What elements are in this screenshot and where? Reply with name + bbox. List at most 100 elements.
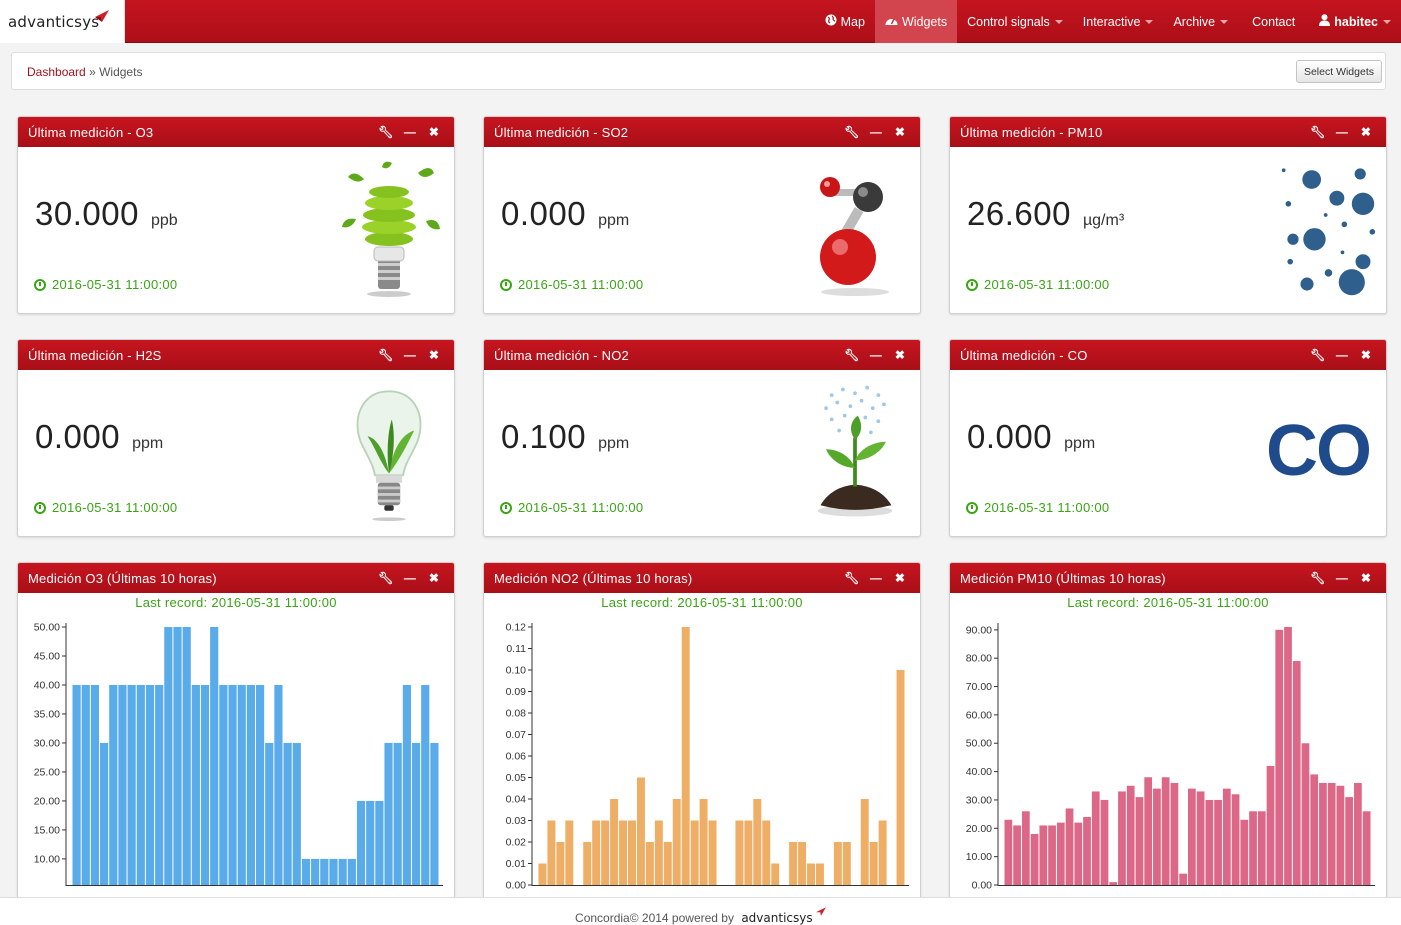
bar[interactable] xyxy=(538,863,547,886)
bar[interactable] xyxy=(1257,811,1266,885)
bar[interactable] xyxy=(654,820,663,886)
bar[interactable] xyxy=(210,627,219,885)
bar[interactable] xyxy=(1091,791,1100,885)
bar[interactable] xyxy=(833,842,842,885)
bar[interactable] xyxy=(182,627,191,885)
bar[interactable] xyxy=(1004,819,1013,885)
bar[interactable] xyxy=(1222,788,1231,885)
nav-widgets[interactable]: Widgets xyxy=(874,0,958,43)
bar[interactable] xyxy=(191,684,200,885)
select-widgets-button[interactable]: Select Widgets xyxy=(1295,60,1382,83)
minimize-icon[interactable]: — xyxy=(869,348,883,362)
bar[interactable] xyxy=(1161,777,1170,885)
minimize-icon[interactable]: — xyxy=(1335,348,1349,362)
bar[interactable] xyxy=(1083,816,1091,885)
bar[interactable] xyxy=(421,684,430,885)
wrench-icon[interactable]: 🔧︎ xyxy=(844,125,860,139)
close-icon[interactable]: ✖ xyxy=(894,348,906,362)
bar[interactable] xyxy=(292,742,301,885)
bar[interactable] xyxy=(842,842,851,885)
bar[interactable] xyxy=(869,842,878,885)
bar[interactable] xyxy=(219,684,228,885)
bar[interactable] xyxy=(1065,808,1074,885)
bar[interactable] xyxy=(1048,825,1056,885)
wrench-icon[interactable]: 🔧︎ xyxy=(1310,571,1326,585)
minimize-icon[interactable]: — xyxy=(403,348,417,362)
bar[interactable] xyxy=(274,684,283,885)
bar[interactable] xyxy=(619,820,628,886)
bar[interactable] xyxy=(100,742,109,885)
bar[interactable] xyxy=(411,742,421,885)
close-icon[interactable]: ✖ xyxy=(428,571,440,585)
bar[interactable] xyxy=(246,684,255,885)
bar[interactable] xyxy=(547,820,556,886)
bar[interactable] xyxy=(807,863,815,886)
bar[interactable] xyxy=(265,742,274,885)
bar[interactable] xyxy=(1074,822,1083,885)
bar[interactable] xyxy=(672,799,681,885)
bar[interactable] xyxy=(1153,788,1161,885)
bar[interactable] xyxy=(402,684,411,885)
bar[interactable] xyxy=(1196,791,1205,885)
bar[interactable] xyxy=(1301,743,1310,885)
wrench-icon[interactable]: 🔧︎ xyxy=(378,571,394,585)
nav-map[interactable]: Map xyxy=(815,0,875,43)
wrench-icon[interactable]: 🔧︎ xyxy=(378,348,394,362)
bar[interactable] xyxy=(228,684,237,885)
bar[interactable] xyxy=(1135,797,1144,885)
minimize-icon[interactable]: — xyxy=(1335,125,1349,139)
close-icon[interactable]: ✖ xyxy=(894,571,906,585)
bar[interactable] xyxy=(1013,825,1021,885)
bar[interactable] xyxy=(347,858,356,885)
bar[interactable] xyxy=(1214,799,1222,885)
bar[interactable] xyxy=(610,799,619,885)
bar[interactable] xyxy=(164,627,173,885)
bar[interactable] xyxy=(565,820,574,886)
bar[interactable] xyxy=(1118,791,1126,885)
bar[interactable] xyxy=(1284,627,1292,885)
bar[interactable] xyxy=(771,863,780,886)
bar[interactable] xyxy=(762,820,771,886)
bar[interactable] xyxy=(384,742,393,885)
bar[interactable] xyxy=(699,799,708,885)
bar[interactable] xyxy=(155,684,164,885)
bar[interactable] xyxy=(1231,794,1240,885)
bar[interactable] xyxy=(708,820,717,886)
bar[interactable] xyxy=(1292,661,1301,885)
bar[interactable] xyxy=(1336,785,1345,885)
bar[interactable] xyxy=(1205,799,1214,885)
bar[interactable] xyxy=(1240,819,1249,885)
bar[interactable] xyxy=(1310,774,1319,885)
bar[interactable] xyxy=(1354,782,1362,885)
bar[interactable] xyxy=(690,820,699,886)
bar[interactable] xyxy=(798,842,807,885)
bar[interactable] xyxy=(789,842,798,885)
bar[interactable] xyxy=(1039,825,1048,885)
bar[interactable] xyxy=(430,742,439,885)
bar[interactable] xyxy=(1327,782,1336,885)
bar[interactable] xyxy=(145,684,155,885)
nav-interactive[interactable]: Interactive xyxy=(1073,0,1164,43)
close-icon[interactable]: ✖ xyxy=(428,125,440,139)
bar[interactable] xyxy=(338,858,347,885)
bar[interactable] xyxy=(237,684,246,885)
wrench-icon[interactable]: 🔧︎ xyxy=(844,348,860,362)
bar[interactable] xyxy=(1179,873,1187,885)
bar[interactable] xyxy=(1249,811,1257,885)
minimize-icon[interactable]: — xyxy=(403,125,417,139)
bar[interactable] xyxy=(320,858,329,885)
bar[interactable] xyxy=(173,627,182,885)
wrench-icon[interactable]: 🔧︎ xyxy=(1310,125,1326,139)
bar[interactable] xyxy=(1021,811,1030,885)
bar[interactable] xyxy=(753,799,762,885)
bar[interactable] xyxy=(628,820,636,886)
bar[interactable] xyxy=(556,842,565,885)
bar[interactable] xyxy=(301,858,311,885)
minimize-icon[interactable]: — xyxy=(869,125,883,139)
bar[interactable] xyxy=(1144,777,1153,885)
bar[interactable] xyxy=(860,799,869,885)
bar[interactable] xyxy=(109,684,118,885)
bar[interactable] xyxy=(256,684,265,885)
bar[interactable] xyxy=(118,684,127,885)
close-icon[interactable]: ✖ xyxy=(1360,125,1372,139)
